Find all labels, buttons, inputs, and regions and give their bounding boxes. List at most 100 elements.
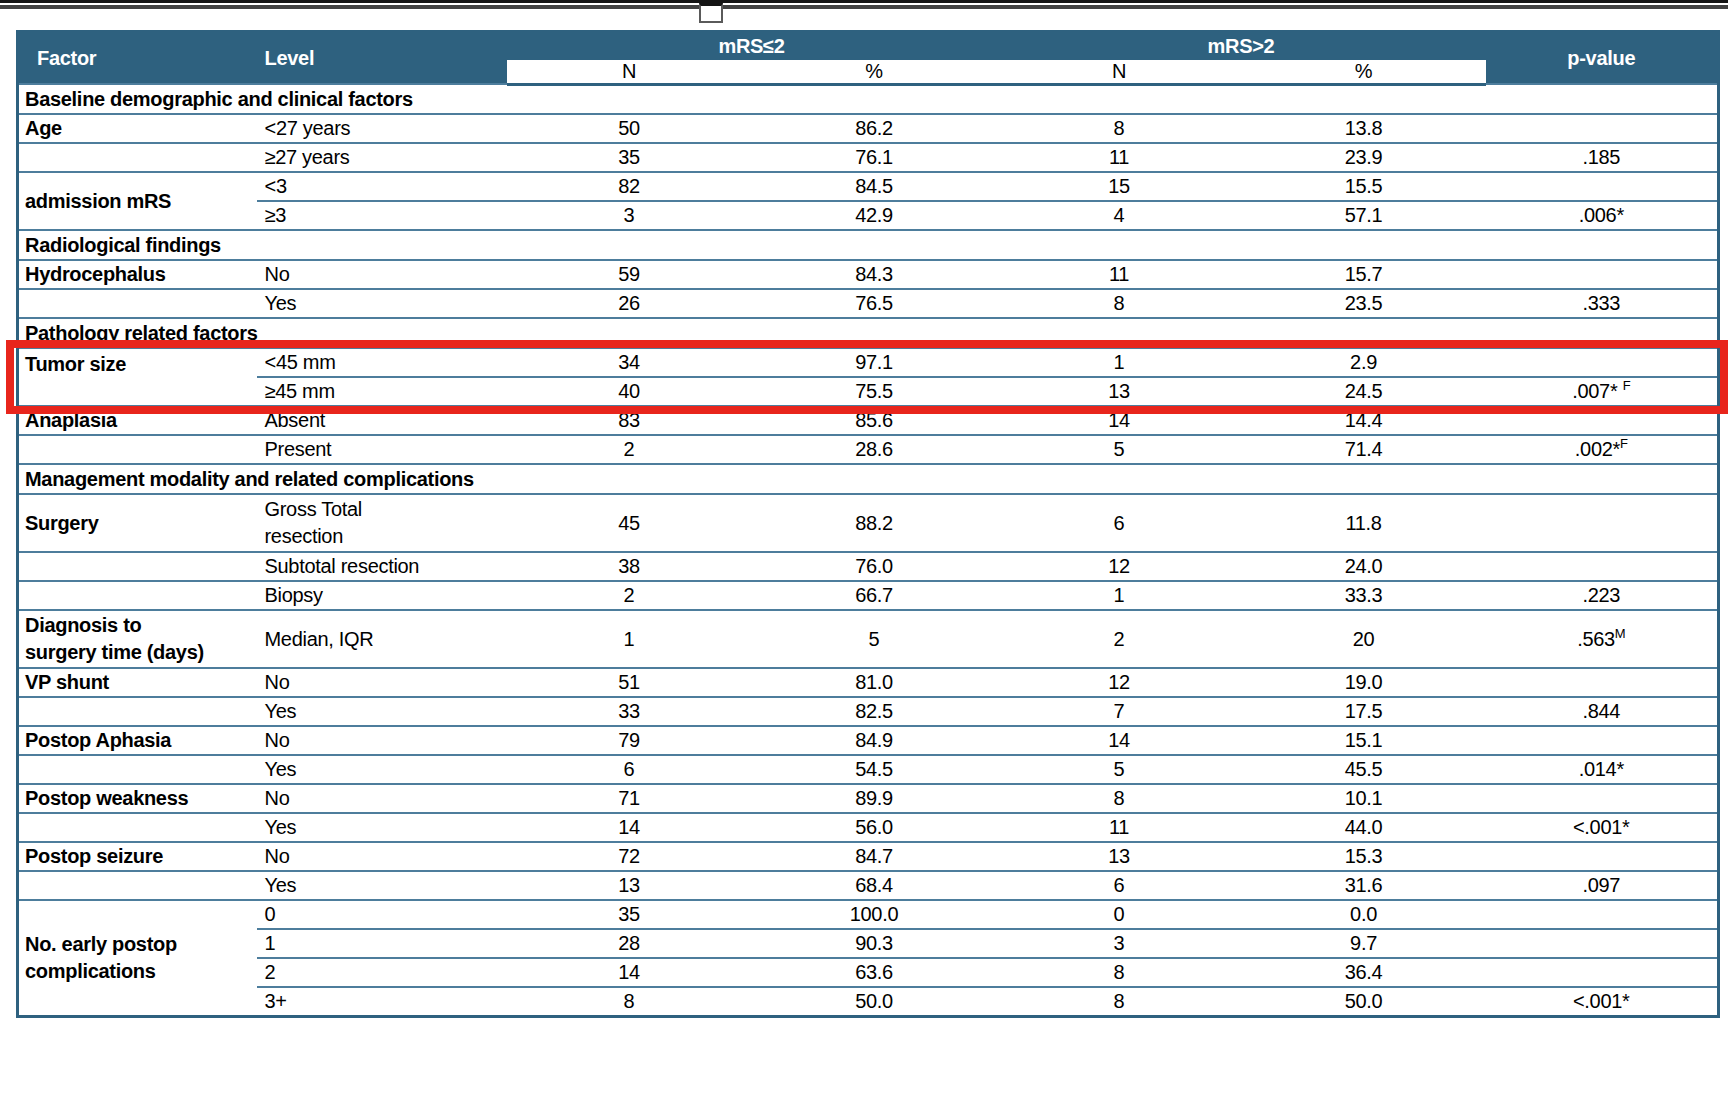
table-row: Postop weaknessNo7189.9810.1 xyxy=(18,784,1719,813)
n-cell: 79 xyxy=(507,726,752,755)
section-row: Pathology related factors xyxy=(18,318,1719,348)
table-row: 3+850.0850.0<.001* xyxy=(18,987,1719,1017)
level-cell: Yes xyxy=(257,871,507,900)
p-value-cell xyxy=(1486,494,1719,552)
table-row: Postop AphasiaNo7984.91415.1 xyxy=(18,726,1719,755)
level-cell: ≥27 years xyxy=(257,143,507,172)
table-row: Present228.6571.4.002*F xyxy=(18,435,1719,464)
table-row: SurgeryGross Total resection4588.2611.8 xyxy=(18,494,1719,552)
p-value-cell: .185 xyxy=(1486,143,1719,172)
pct-cell: 84.9 xyxy=(752,726,997,755)
n-cell: 12 xyxy=(997,552,1242,581)
factor-cell: VP shunt xyxy=(18,668,257,697)
n-cell: 28 xyxy=(507,929,752,958)
n-cell: 8 xyxy=(997,289,1242,318)
n-cell: 11 xyxy=(997,813,1242,842)
n-cell: 71 xyxy=(507,784,752,813)
header-group-mrs-le2: mRS≤2 xyxy=(507,32,997,60)
factor-cell xyxy=(18,435,257,464)
factor-cell: Postop Aphasia xyxy=(18,726,257,755)
p-value-cell xyxy=(1486,842,1719,871)
pct-cell: 0.0 xyxy=(1242,900,1486,929)
n-cell: 11 xyxy=(997,143,1242,172)
n-cell: 1 xyxy=(997,348,1242,377)
level-cell: 0 xyxy=(257,900,507,929)
p-value-cell xyxy=(1486,552,1719,581)
n-cell: 6 xyxy=(507,755,752,784)
p-value-cell: .097 xyxy=(1486,871,1719,900)
p-value-cell: <.001* xyxy=(1486,813,1719,842)
table-row: VP shuntNo5181.01219.0 xyxy=(18,668,1719,697)
table-row: Yes2676.5823.5.333 xyxy=(18,289,1719,318)
level-cell: No xyxy=(257,842,507,871)
n-cell: 5 xyxy=(997,435,1242,464)
level-cell: ≥3 xyxy=(257,201,507,230)
table-row: 12890.339.7 xyxy=(18,929,1719,958)
pct-cell: 5 xyxy=(752,610,997,668)
n-cell: 5 xyxy=(997,755,1242,784)
p-value-cell xyxy=(1486,260,1719,289)
pct-cell: 23.5 xyxy=(1242,289,1486,318)
n-cell: 8 xyxy=(997,958,1242,987)
n-cell: 1 xyxy=(997,581,1242,610)
p-value-cell: .006* xyxy=(1486,201,1719,230)
p-value-cell xyxy=(1486,406,1719,435)
pct-cell: 15.7 xyxy=(1242,260,1486,289)
level-cell: Median, IQR xyxy=(257,610,507,668)
pct-cell: 56.0 xyxy=(752,813,997,842)
level-cell: 3+ xyxy=(257,987,507,1017)
level-cell: <45 mm xyxy=(257,348,507,377)
table-row: ≥27 years3576.11123.9.185 xyxy=(18,143,1719,172)
table-row: Yes1368.4631.6.097 xyxy=(18,871,1719,900)
p-value-cell xyxy=(1486,114,1719,143)
divider-handle[interactable] xyxy=(699,3,723,23)
section-row: Baseline demographic and clinical factor… xyxy=(18,84,1719,114)
table-row: Yes1456.01144.0<.001* xyxy=(18,813,1719,842)
header-factor: Factor xyxy=(18,32,257,85)
pct-cell: 15.5 xyxy=(1242,172,1486,201)
n-cell: 35 xyxy=(507,143,752,172)
factor-cell: Anaplasia xyxy=(18,406,257,435)
factor-cell xyxy=(18,143,257,172)
pct-cell: 31.6 xyxy=(1242,871,1486,900)
n-cell: 83 xyxy=(507,406,752,435)
level-cell: <27 years xyxy=(257,114,507,143)
p-value-cell xyxy=(1486,348,1719,377)
table-row: ≥3342.9457.1.006* xyxy=(18,201,1719,230)
n-cell: 50 xyxy=(507,114,752,143)
pct-cell: 66.7 xyxy=(752,581,997,610)
p-value-superscript: F xyxy=(1623,378,1631,393)
p-value-cell: <.001* xyxy=(1486,987,1719,1017)
table-row: HydrocephalusNo5984.31115.7 xyxy=(18,260,1719,289)
pct-cell: 97.1 xyxy=(752,348,997,377)
p-value-cell: .844 xyxy=(1486,697,1719,726)
window-divider-bar[interactable] xyxy=(0,0,1728,9)
n-cell: 6 xyxy=(997,871,1242,900)
table-row: Age<27 years5086.2813.8 xyxy=(18,114,1719,143)
level-cell: Yes xyxy=(257,813,507,842)
n-cell: 13 xyxy=(997,377,1242,406)
pct-cell: 100.0 xyxy=(752,900,997,929)
n-cell: 35 xyxy=(507,900,752,929)
n-cell: 34 xyxy=(507,348,752,377)
subheader-n-1: N xyxy=(507,60,752,85)
pct-cell: 20 xyxy=(1242,610,1486,668)
level-cell: Yes xyxy=(257,289,507,318)
factor-cell: No. early postop complications xyxy=(18,900,257,1017)
n-cell: 13 xyxy=(997,842,1242,871)
level-cell: Biopsy xyxy=(257,581,507,610)
p-value-cell: .002*F xyxy=(1486,435,1719,464)
pct-cell: 15.3 xyxy=(1242,842,1486,871)
pct-cell: 63.6 xyxy=(752,958,997,987)
section-label: Management modality and related complica… xyxy=(18,464,1719,494)
pct-cell: 45.5 xyxy=(1242,755,1486,784)
n-cell: 59 xyxy=(507,260,752,289)
section-row: Radiological findings xyxy=(18,230,1719,260)
section-row: Management modality and related complica… xyxy=(18,464,1719,494)
pct-cell: 33.3 xyxy=(1242,581,1486,610)
level-cell: No xyxy=(257,668,507,697)
pct-cell: 82.5 xyxy=(752,697,997,726)
n-cell: 12 xyxy=(997,668,1242,697)
table-row: Yes654.5545.5.014* xyxy=(18,755,1719,784)
section-label: Baseline demographic and clinical factor… xyxy=(18,84,1719,114)
